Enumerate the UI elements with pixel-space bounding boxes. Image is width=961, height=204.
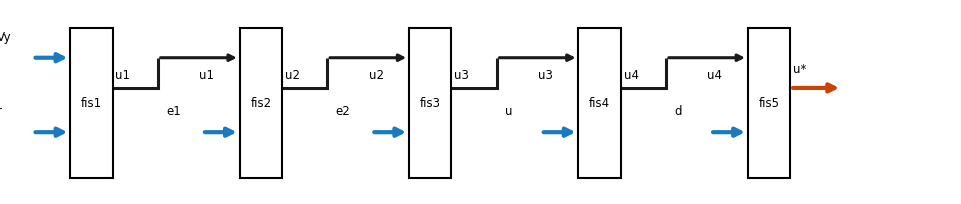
Text: r: r <box>0 105 2 118</box>
Bar <box>579 28 621 178</box>
Bar <box>239 28 282 178</box>
Bar <box>70 28 112 178</box>
Text: u: u <box>505 105 512 118</box>
Text: e2: e2 <box>335 105 351 118</box>
Text: u*: u* <box>793 63 806 76</box>
Text: Vy: Vy <box>0 31 12 44</box>
Text: u3: u3 <box>455 69 469 82</box>
Text: u1: u1 <box>199 69 214 82</box>
Text: d: d <box>675 105 682 118</box>
Text: e1: e1 <box>166 105 181 118</box>
Text: u4: u4 <box>624 69 639 82</box>
Bar <box>409 28 452 178</box>
Text: u2: u2 <box>284 69 300 82</box>
Text: fis2: fis2 <box>250 96 271 110</box>
Text: u4: u4 <box>707 69 723 82</box>
Text: u3: u3 <box>538 69 553 82</box>
Text: fis5: fis5 <box>758 96 779 110</box>
Text: fis3: fis3 <box>420 96 441 110</box>
Text: fis1: fis1 <box>81 96 102 110</box>
Text: u1: u1 <box>115 69 131 82</box>
Bar <box>748 28 790 178</box>
Text: u2: u2 <box>369 69 383 82</box>
Text: fis4: fis4 <box>589 96 610 110</box>
